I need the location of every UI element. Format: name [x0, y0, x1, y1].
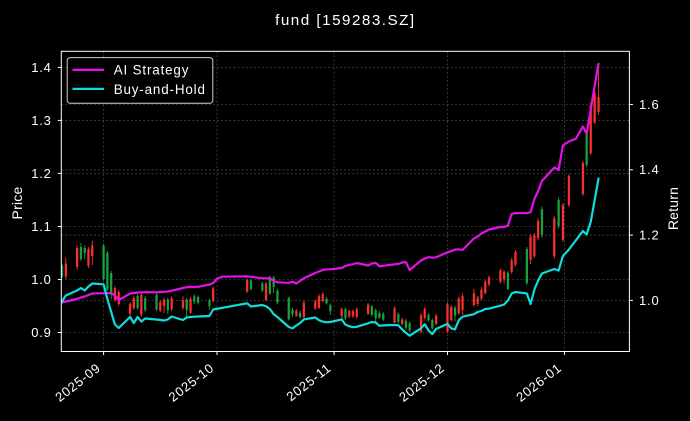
svg-text:Return: Return [665, 187, 681, 230]
svg-text:fund [159283.SZ]: fund [159283.SZ] [275, 12, 416, 29]
svg-text:1.0: 1.0 [31, 272, 51, 287]
svg-text:1.2: 1.2 [639, 228, 659, 243]
svg-text:1.4: 1.4 [31, 60, 51, 75]
svg-text:Price: Price [9, 187, 25, 220]
svg-text:0.9: 0.9 [31, 325, 51, 340]
svg-text:1.2: 1.2 [31, 166, 51, 181]
svg-text:1.6: 1.6 [639, 97, 659, 112]
svg-text:1.3: 1.3 [31, 113, 51, 128]
svg-text:Buy-and-Hold: Buy-and-Hold [114, 82, 206, 97]
svg-text:AI Strategy: AI Strategy [114, 63, 190, 78]
svg-text:1.1: 1.1 [31, 219, 51, 234]
svg-text:1.4: 1.4 [639, 162, 659, 177]
svg-text:1.0: 1.0 [639, 293, 659, 308]
